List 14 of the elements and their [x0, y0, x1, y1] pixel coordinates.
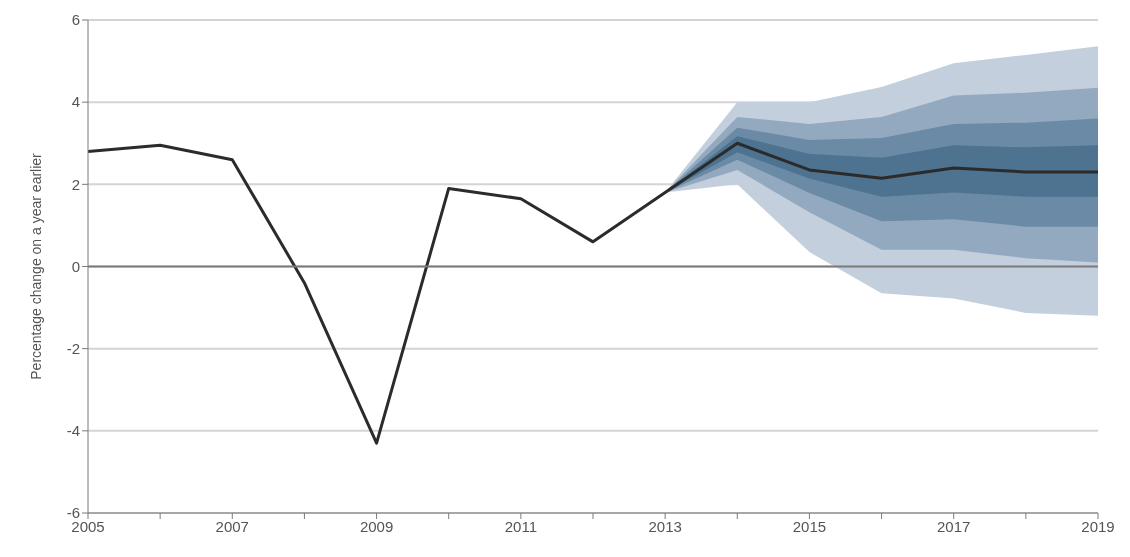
y-tick-label: 6 — [71, 11, 80, 29]
x-tick-label: 2013 — [648, 517, 682, 535]
x-tick-label: 2007 — [215, 517, 249, 535]
x-tick-label: 2011 — [504, 517, 537, 535]
x-tick-label: 2015 — [792, 517, 827, 535]
x-tick-label: 2019 — [1081, 517, 1115, 535]
y-axis-title: Percentage change on a year earlier — [27, 152, 44, 380]
y-tick-label: 0 — [71, 257, 80, 275]
y-tick-label: 2 — [71, 175, 80, 193]
x-tick-label: 2017 — [937, 517, 971, 535]
y-tick-label: -2 — [66, 339, 80, 357]
y-tick-label: -4 — [66, 422, 80, 440]
x-tick-label: 2009 — [359, 517, 394, 535]
y-tick-label: 4 — [71, 93, 80, 111]
